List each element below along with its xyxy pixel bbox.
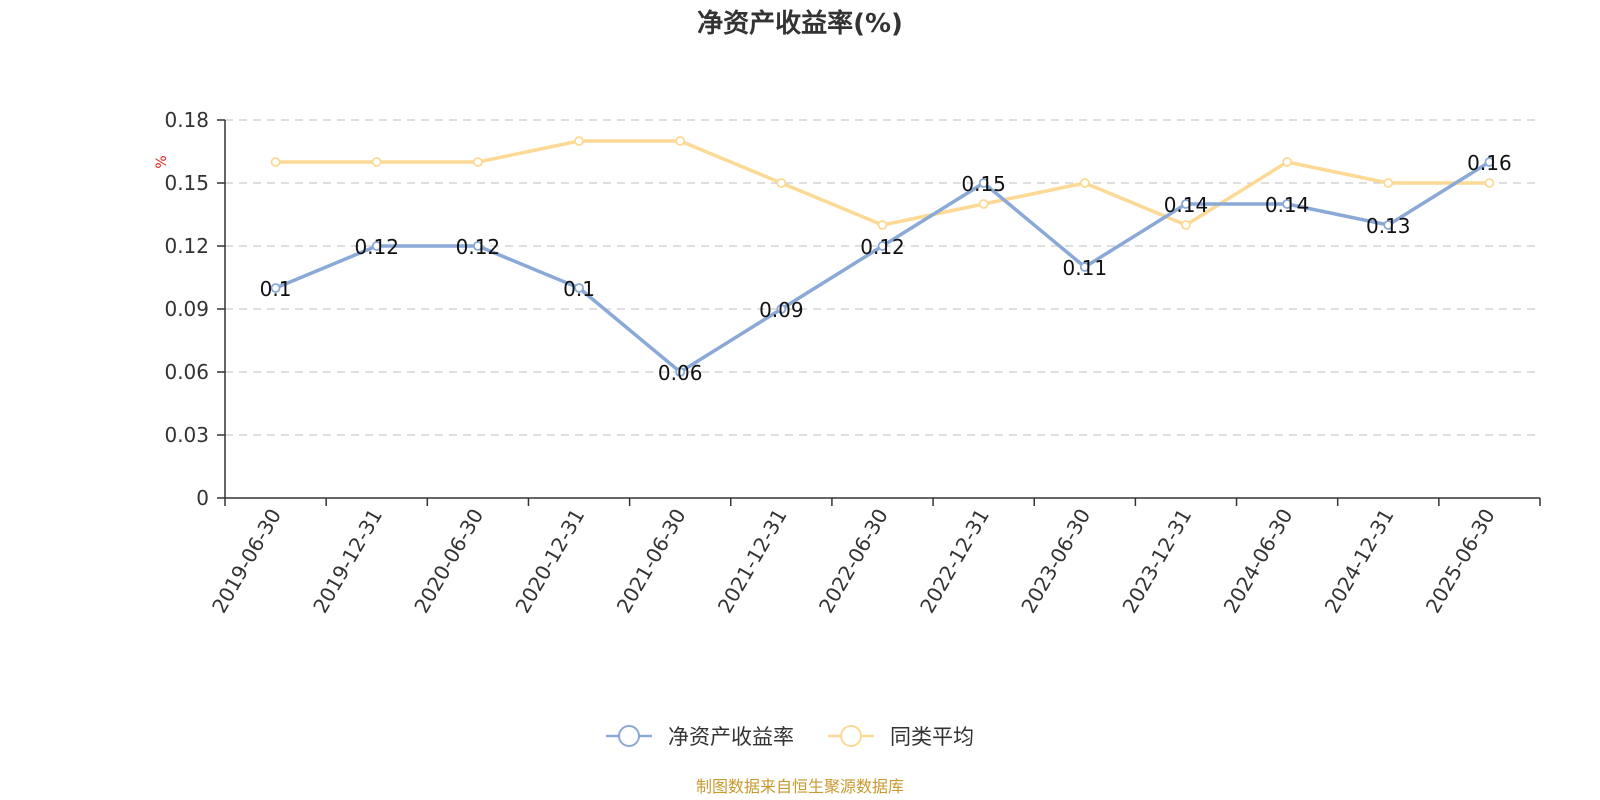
y-tick-label: 0.03 <box>164 423 209 447</box>
data-point <box>270 283 281 293</box>
data-point <box>270 157 281 167</box>
data-label: 0.12 <box>354 235 399 259</box>
data-point <box>675 136 686 146</box>
y-tick-label: 0.09 <box>164 297 209 321</box>
data-labels: 0.1 0.12 0.12 0.1 0.06 0.09 0.12 0.15 0.11 0.14 0.… <box>260 151 1512 385</box>
data-point <box>1181 199 1191 209</box>
source-note: 制图数据来自恒生聚源数据库 <box>696 777 904 796</box>
x-tick-label: 2021-12-31 <box>713 505 792 618</box>
x-tick-label: 2024-12-31 <box>1320 505 1399 618</box>
data-point <box>472 157 483 167</box>
chart-title: 净资产收益率(%) <box>697 8 903 39</box>
grid-lines <box>225 119 1540 436</box>
y-tick-label: 0.18 <box>164 108 209 132</box>
data-label: 0.06 <box>658 361 703 385</box>
legend-label[interactable]: 净资产收益率 <box>668 725 794 749</box>
data-label: 0.1 <box>260 277 292 301</box>
data-point <box>776 178 787 188</box>
x-tick-label: 2025-06-30 <box>1421 505 1500 618</box>
x-tick-label: 2021-06-30 <box>612 505 691 618</box>
data-point <box>1383 220 1394 230</box>
data-point <box>1282 199 1293 209</box>
data-label: 0.09 <box>759 298 804 322</box>
y-tick-label: 0.06 <box>164 360 209 384</box>
legend-marker-icon[interactable] <box>618 725 640 747</box>
data-point <box>1282 157 1293 167</box>
data-point <box>1181 220 1191 230</box>
data-label: 0.16 <box>1467 151 1512 175</box>
y-unit-label: % <box>154 155 170 168</box>
y-tick-label: 0.12 <box>164 234 209 258</box>
x-tick-label: 2024-06-30 <box>1219 505 1298 618</box>
data-point <box>776 304 787 314</box>
series-group <box>270 136 1495 377</box>
data-point <box>978 178 989 188</box>
x-tick-label: 2022-06-30 <box>814 505 893 618</box>
data-point <box>877 241 888 251</box>
legend[interactable]: 净资产收益率 同类平均 <box>606 725 974 749</box>
data-point <box>978 199 989 209</box>
x-tick-label: 2023-12-31 <box>1117 505 1196 618</box>
y-tick-label: 0.15 <box>164 171 209 195</box>
x-tick-label: 2020-06-30 <box>409 505 488 618</box>
data-point <box>1484 157 1495 167</box>
axes: 0 0.03 0.06 0.09 0.12 0.15 0.18 2019-06-30 2019-… <box>164 108 1541 618</box>
data-point <box>1079 262 1090 272</box>
x-tick-label: 2023-06-30 <box>1016 505 1095 618</box>
legend-marker-icon[interactable] <box>840 725 862 747</box>
x-tick-label: 2019-06-30 <box>207 505 286 618</box>
data-point <box>371 157 382 167</box>
data-point <box>574 136 584 146</box>
legend-label[interactable]: 同类平均 <box>890 725 974 749</box>
data-point <box>371 241 382 251</box>
data-label: 0.14 <box>1265 193 1310 217</box>
y-tick-label: 0 <box>196 486 209 510</box>
x-tick-label: 2022-12-31 <box>915 505 994 618</box>
data-label: 0.11 <box>1063 256 1108 280</box>
data-point <box>1383 178 1394 188</box>
data-label: 0.14 <box>1164 193 1209 217</box>
data-label: 0.12 <box>860 235 905 259</box>
data-point <box>877 220 888 230</box>
data-label: 0.12 <box>456 235 501 259</box>
data-point <box>472 241 483 251</box>
data-label: 0.15 <box>961 172 1006 196</box>
data-label: 0.13 <box>1366 214 1411 238</box>
data-point <box>675 367 686 377</box>
data-point <box>1079 178 1090 188</box>
data-label: 0.1 <box>563 277 595 301</box>
data-point <box>1484 178 1495 188</box>
data-point <box>574 283 584 293</box>
x-tick-label: 2019-12-31 <box>308 505 387 618</box>
x-tick-label: 2020-12-31 <box>510 505 589 618</box>
